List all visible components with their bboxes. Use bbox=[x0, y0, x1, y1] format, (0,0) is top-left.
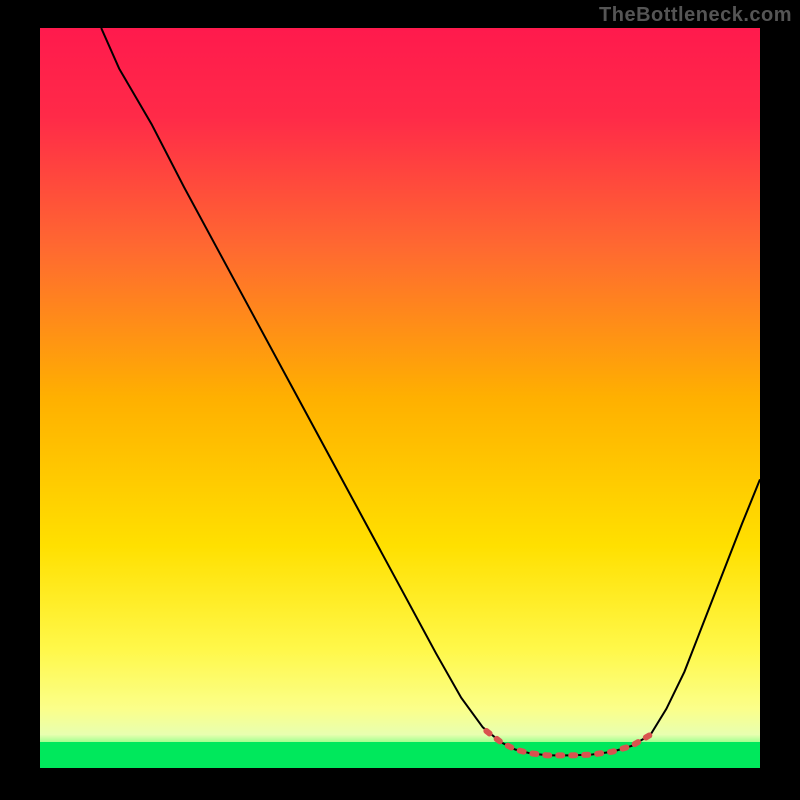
bottleneck-curve bbox=[40, 28, 760, 768]
plot-area bbox=[40, 28, 760, 768]
chart-container: { "watermark": { "text": "TheBottleneck.… bbox=[0, 0, 800, 800]
main-curve-path bbox=[101, 28, 760, 755]
watermark-text: TheBottleneck.com bbox=[599, 4, 792, 27]
optimal-range-dots bbox=[486, 731, 650, 755]
